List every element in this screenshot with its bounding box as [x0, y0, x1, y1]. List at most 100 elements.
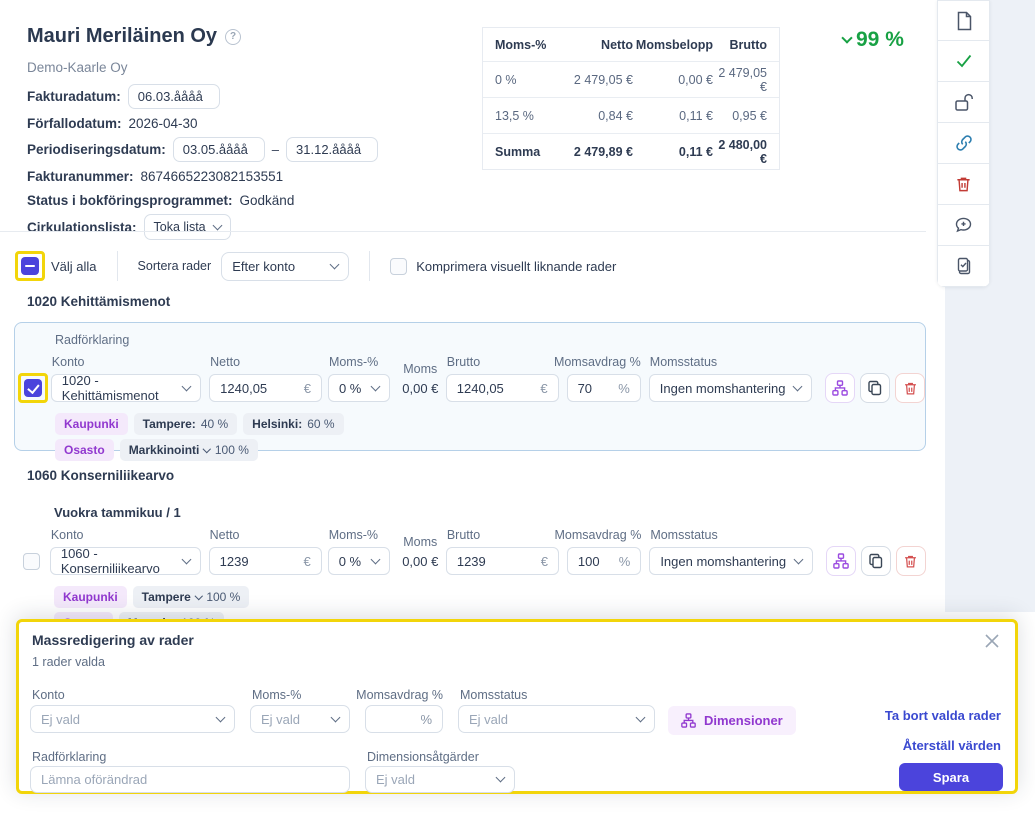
company-subtitle: Demo-Kaarle Oy — [27, 60, 128, 75]
chevron-down-icon — [371, 554, 381, 564]
sort-rows-value: Efter konto — [232, 259, 295, 274]
sort-rows-select[interactable]: Efter konto — [221, 252, 349, 281]
close-icon[interactable] — [983, 632, 1001, 650]
netto-value[interactable] — [220, 554, 298, 569]
moms-pct-select[interactable]: 0 % — [328, 374, 390, 402]
save-button[interactable]: Spara — [899, 763, 1003, 791]
invoice-row-selected: Radförklaring Konto 1020 - Kehittämismen… — [14, 322, 926, 451]
momsavdrag-value[interactable] — [578, 554, 613, 569]
momsstatus-select[interactable]: Ingen momshantering — [649, 547, 813, 575]
brutto-input[interactable]: € — [446, 547, 559, 575]
compress-rows-checkbox[interactable] — [390, 258, 407, 275]
bookkeeping-status-value: Godkänd — [240, 193, 295, 208]
netto-value[interactable] — [220, 381, 298, 396]
toolbar-divider — [117, 251, 118, 281]
brutto-value[interactable] — [457, 381, 535, 396]
clipboard-check-icon — [955, 257, 973, 275]
accrual-end-input[interactable] — [286, 137, 378, 162]
netto-label: Netto — [210, 355, 240, 369]
panel-konto-select[interactable]: Ej vald — [30, 705, 235, 733]
dimensions-button[interactable] — [826, 546, 856, 576]
row-checkbox[interactable] — [23, 553, 40, 570]
document-button[interactable] — [937, 0, 990, 41]
panel-explanation-input[interactable] — [30, 766, 350, 793]
dimension-name-badge: Osasto — [55, 439, 114, 461]
panel-moms-value: Ej vald — [261, 712, 300, 727]
accrual-start-input[interactable] — [173, 137, 265, 162]
chevron-down-icon — [331, 712, 341, 722]
panel-dimension-actions-select[interactable]: Ej vald — [365, 766, 515, 793]
copy-row-button[interactable] — [860, 373, 890, 403]
panel-moms-select[interactable]: Ej vald — [250, 705, 350, 733]
copy-icon — [867, 380, 883, 396]
dimension-value-pill[interactable]: Tampere 100 % — [133, 586, 250, 608]
brutto-input[interactable]: € — [446, 374, 559, 402]
select-all-checkbox[interactable] — [21, 257, 39, 275]
momsavdrag-label: Momsavdrag % — [554, 528, 641, 542]
konto-select[interactable]: 1060 - Konserniliikearvo — [50, 547, 201, 575]
panel-momsavdrag-input[interactable]: % — [365, 705, 443, 733]
link-button[interactable] — [937, 123, 990, 164]
netto-input[interactable]: € — [209, 547, 322, 575]
dimension-value-pill[interactable]: Markkinointi 100 % — [120, 439, 258, 461]
remove-selected-rows-link[interactable]: Ta bort valda rader — [885, 708, 1001, 723]
accrual-date-label: Periodiseringsdatum: — [27, 142, 166, 157]
panel-momsavdrag-value[interactable] — [376, 712, 414, 727]
action-sidebar — [937, 0, 990, 287]
reset-values-link[interactable]: Återställ värden — [903, 738, 1001, 753]
chevron-down-icon — [203, 445, 211, 453]
approve-button[interactable] — [937, 41, 990, 82]
delete-invoice-button[interactable] — [937, 164, 990, 205]
mass-edit-title: Massredigering av rader — [32, 632, 194, 648]
chevron-down-icon — [330, 259, 340, 269]
invoice-date-row: Fakturadatum: — [27, 84, 457, 109]
momsavdrag-input[interactable]: % — [567, 374, 641, 402]
panel-dimensions-button[interactable]: Dimensioner — [668, 706, 796, 735]
chevron-down-icon — [636, 712, 646, 722]
dimension-value-pill[interactable]: Tampere: 40 % — [134, 413, 238, 435]
dimensions-button[interactable] — [825, 373, 855, 403]
panel-momsstatus-select[interactable]: Ej vald — [458, 705, 655, 733]
momsavdrag-input[interactable]: % — [567, 547, 641, 575]
dimension-name-badge: Kaupunki — [55, 413, 128, 435]
help-icon[interactable]: ? — [225, 29, 241, 45]
row-checkbox[interactable] — [24, 379, 42, 397]
konto-select[interactable]: 1020 - Kehittämismenot — [51, 374, 201, 402]
invoice-date-value[interactable] — [138, 89, 210, 104]
accrual-end-value[interactable] — [296, 142, 368, 157]
mass-edit-panel: Massredigering av rader 1 rader valda Ko… — [16, 619, 1018, 794]
netto-input[interactable]: € — [209, 374, 322, 402]
page-title: Mauri Meriläinen Oy ? — [27, 25, 241, 48]
row-action-buttons — [826, 546, 926, 576]
dimension-line-department: Osasto Markkinointi 100 % — [55, 439, 925, 461]
momsstatus-select[interactable]: Ingen momshantering — [649, 374, 812, 402]
comment-button[interactable] — [937, 205, 990, 246]
currency-suffix: € — [303, 554, 310, 569]
delete-row-button[interactable] — [896, 546, 926, 576]
netto-label: Netto — [210, 528, 240, 542]
copy-row-button[interactable] — [861, 546, 891, 576]
vat-col-netto: Netto — [553, 38, 633, 52]
trash-icon — [903, 381, 918, 396]
vat-table-total-row: Summa 2 479,89 € 0,11 € 2 480,00 € — [483, 133, 779, 169]
circulation-list-select[interactable]: Toka lista — [144, 214, 231, 240]
sitemap-icon — [832, 380, 848, 396]
select-all-label: Välj alla — [51, 259, 97, 274]
moms-pct-select[interactable]: 0 % — [328, 547, 391, 575]
panel-explanation-value[interactable] — [41, 772, 339, 787]
brutto-value[interactable] — [457, 554, 535, 569]
dimension-value-pill[interactable]: Helsinki: 60 % — [243, 413, 343, 435]
konto-label: Konto — [51, 528, 84, 542]
invoice-number-value: 8674665223082153551 — [141, 169, 284, 184]
match-percent-indicator[interactable]: 99 % — [843, 28, 904, 52]
delete-row-button[interactable] — [895, 373, 925, 403]
document-icon — [955, 11, 973, 31]
unlock-button[interactable] — [937, 82, 990, 123]
copy-invoice-button[interactable] — [937, 246, 990, 287]
momsavdrag-value[interactable] — [578, 381, 613, 396]
brutto-label: Brutto — [447, 528, 480, 542]
compress-rows-label: Komprimera visuellt liknande rader — [416, 259, 616, 274]
accrual-start-value[interactable] — [183, 142, 255, 157]
invoice-date-input[interactable] — [128, 84, 220, 109]
brutto-label: Brutto — [447, 355, 480, 369]
